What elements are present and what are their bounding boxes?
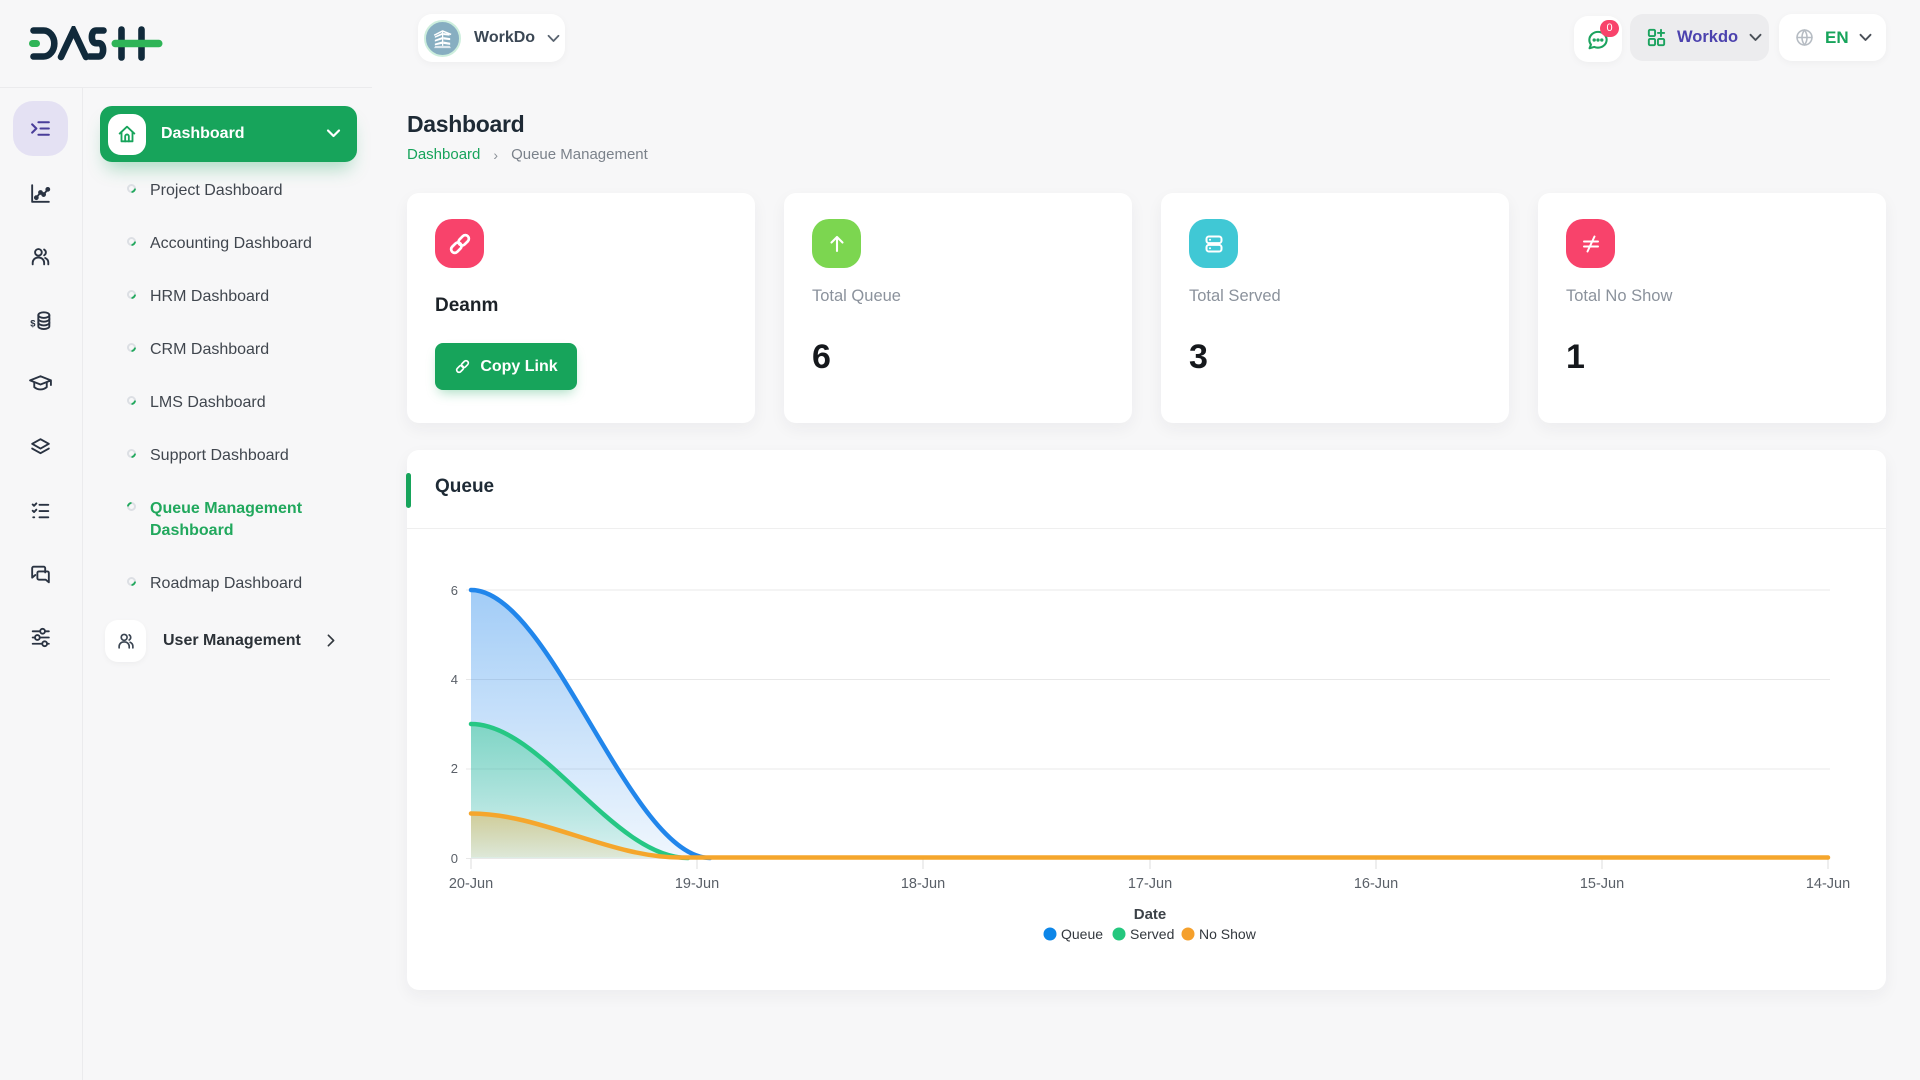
svg-text:0: 0: [451, 851, 458, 866]
svg-text:Served: Served: [1130, 926, 1174, 942]
svg-text:16-Jun: 16-Jun: [1354, 876, 1398, 892]
svg-text:15-Jun: 15-Jun: [1580, 876, 1624, 892]
svg-text:14-Jun: 14-Jun: [1806, 876, 1850, 892]
svg-text:2: 2: [451, 761, 458, 776]
svg-text:20-Jun: 20-Jun: [449, 876, 493, 892]
svg-text:6: 6: [451, 583, 458, 598]
svg-text:19-Jun: 19-Jun: [675, 876, 719, 892]
svg-text:17-Jun: 17-Jun: [1128, 876, 1172, 892]
svg-text:18-Jun: 18-Jun: [901, 876, 945, 892]
svg-text:Queue: Queue: [1061, 926, 1103, 942]
svg-text:4: 4: [451, 672, 458, 687]
svg-text:$: $: [30, 318, 36, 328]
svg-text:Date: Date: [1134, 906, 1167, 923]
svg-text:No Show: No Show: [1199, 926, 1257, 942]
